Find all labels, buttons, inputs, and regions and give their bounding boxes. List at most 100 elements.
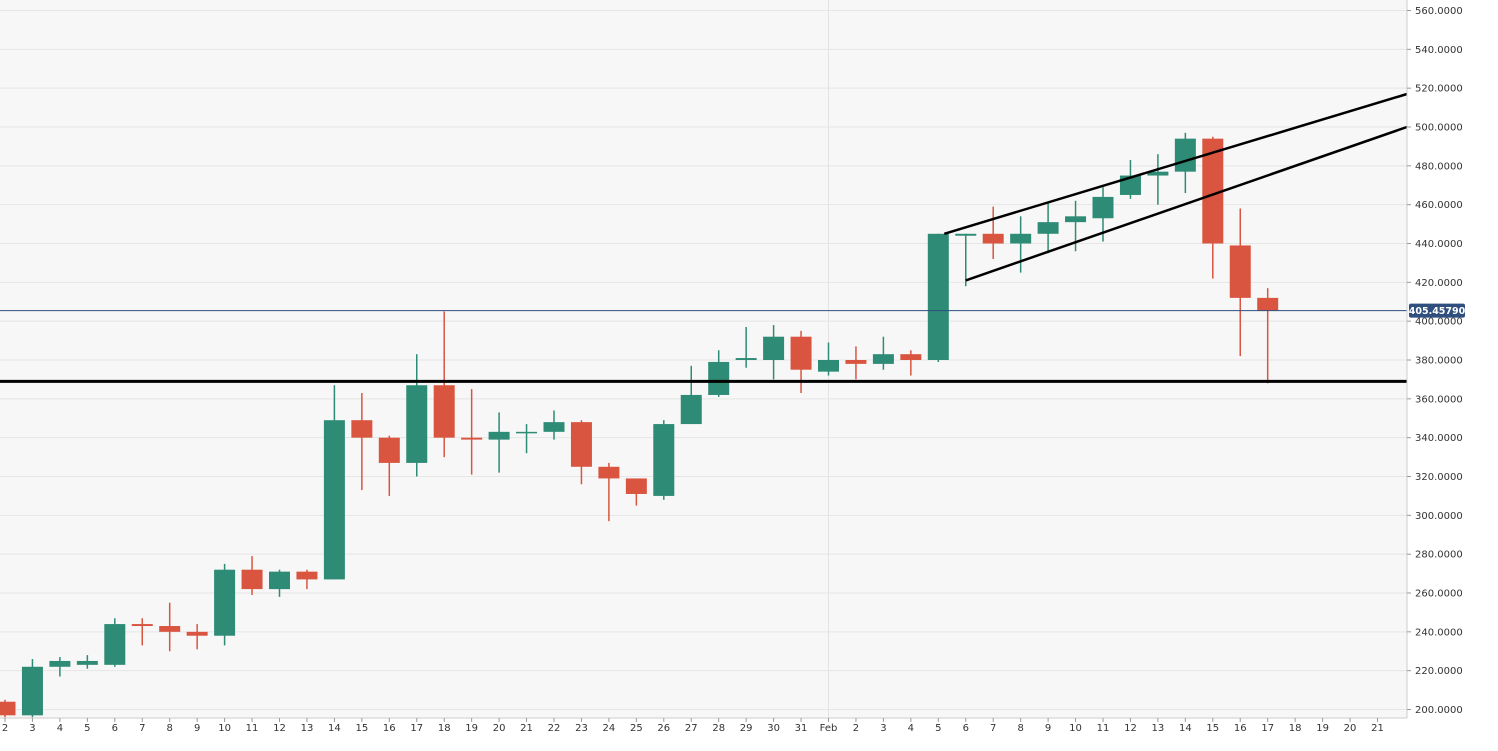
x-tick-label: 15 <box>355 723 368 734</box>
x-tick-label: 16 <box>383 723 396 734</box>
x-tick-label: 7 <box>990 723 996 734</box>
grid <box>0 10 1407 710</box>
candle-body <box>543 422 565 432</box>
candle-body <box>1202 138 1224 244</box>
candle-body <box>104 624 126 665</box>
candle-body <box>1037 222 1059 234</box>
y-tick-label: 380.0000 <box>1415 356 1463 367</box>
x-tick-label: 18 <box>1289 723 1302 734</box>
x-tick-label: 4 <box>908 723 914 734</box>
x-tick-label: 9 <box>194 723 200 734</box>
y-tick-label: 200.0000 <box>1415 705 1463 716</box>
candle-body <box>49 660 71 667</box>
last-price-badge: 405.45790 <box>1409 303 1466 318</box>
y-tick-label: 520.0000 <box>1415 84 1463 95</box>
y-tick-label: 360.0000 <box>1415 394 1463 405</box>
y-tick-label: 420.0000 <box>1415 278 1463 289</box>
y-tick-label: 480.0000 <box>1415 161 1463 172</box>
x-tick-label: 3 <box>880 723 886 734</box>
candle-body <box>790 336 812 370</box>
y-tick-label: 240.0000 <box>1415 627 1463 638</box>
y-tick-label: 560.0000 <box>1415 6 1463 17</box>
candles <box>0 132 1279 718</box>
y-tick-label: 300.0000 <box>1415 511 1463 522</box>
last-price-label: 405.45790 <box>1409 306 1466 317</box>
x-tick-label: 7 <box>139 723 145 734</box>
candle-body <box>570 422 592 467</box>
candle-body <box>680 394 702 425</box>
last-price-badge-bg <box>1409 303 1465 318</box>
x-tick-label: 25 <box>630 723 643 734</box>
x-tick-label: 28 <box>712 723 725 734</box>
candle-body <box>927 233 949 360</box>
candle-body <box>131 624 153 627</box>
trendline <box>943 92 1408 235</box>
candle-body <box>378 437 400 463</box>
candle-body <box>1174 138 1196 172</box>
candle-body <box>1229 245 1251 298</box>
y-axis-ticks: 200.0000 220.0000 240.0000 260.0000 280.0000… <box>1407 6 1463 716</box>
x-tick-label: 14 <box>328 723 341 734</box>
y-tick-label: 220.0000 <box>1415 666 1463 677</box>
candle-body <box>708 361 730 395</box>
x-tick-label: 6 <box>963 723 969 734</box>
candle-body <box>406 385 428 463</box>
x-tick-label: 26 <box>657 723 670 734</box>
x-tick-label: 17 <box>410 723 423 734</box>
x-tick-label: 14 <box>1179 723 1192 734</box>
x-tick-label: 2 <box>853 723 859 734</box>
x-tick-label: 11 <box>246 723 259 734</box>
trendline <box>965 125 1408 282</box>
x-tick-label: 20 <box>1344 723 1357 734</box>
x-tick-label: 30 <box>767 723 780 734</box>
x-tick-label: 27 <box>685 723 698 734</box>
x-tick-label: 15 <box>1206 723 1219 734</box>
x-tick-label: 31 <box>795 723 808 734</box>
x-tick-label: 21 <box>520 723 533 734</box>
x-tick-label: 12 <box>273 723 286 734</box>
x-tick-label: 22 <box>548 723 561 734</box>
plot-background <box>0 0 1407 718</box>
x-tick-label: 5 <box>84 723 90 734</box>
candle-body <box>598 466 620 479</box>
x-tick-label: 11 <box>1097 723 1110 734</box>
candle-body <box>845 360 867 364</box>
candle-body <box>872 354 894 364</box>
x-tick-label: 19 <box>1316 723 1329 734</box>
candle-body <box>955 233 977 236</box>
x-tick-label: 13 <box>301 723 314 734</box>
x-tick-label: 4 <box>57 723 63 734</box>
candle-body <box>735 358 757 360</box>
y-tick-label: 320.0000 <box>1415 472 1463 483</box>
x-tick-label: 19 <box>465 723 478 734</box>
x-tick-label: 3 <box>29 723 35 734</box>
x-tick-label: 23 <box>575 723 588 734</box>
x-tick-label: 9 <box>1045 723 1051 734</box>
x-tick-label: 29 <box>740 723 753 734</box>
candle-body <box>241 569 263 590</box>
candle-body <box>461 437 483 440</box>
y-tick-label: 260.0000 <box>1415 589 1463 600</box>
x-tick-label: Feb <box>820 723 838 734</box>
candle-body <box>653 424 675 496</box>
x-tick-label: 24 <box>603 723 616 734</box>
candle-body <box>1257 297 1279 311</box>
candle-body <box>763 336 785 360</box>
y-tick-label: 280.0000 <box>1415 550 1463 561</box>
candle-body <box>159 626 181 632</box>
x-tick-label: 18 <box>438 723 451 734</box>
candle-body <box>1065 216 1087 223</box>
x-tick-label: 13 <box>1152 723 1165 734</box>
trendlines <box>943 92 1408 282</box>
x-tick-label: 6 <box>112 723 118 734</box>
candle-body <box>21 666 43 716</box>
y-tick-label: 440.0000 <box>1415 239 1463 250</box>
candle-body <box>433 385 455 438</box>
candle-body <box>296 571 318 580</box>
x-tick-label: 17 <box>1261 723 1274 734</box>
x-tick-label: 21 <box>1371 723 1384 734</box>
candle-body <box>323 420 345 580</box>
horizontal-levels <box>0 310 1407 383</box>
candle-body <box>1092 196 1114 219</box>
